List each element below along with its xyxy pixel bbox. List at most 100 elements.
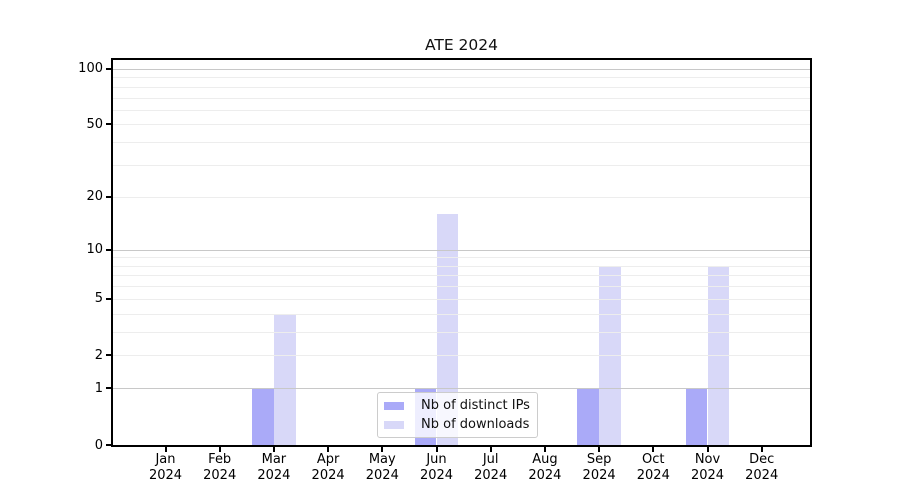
x-tick-mark-mar-2024 [272, 447, 275, 452]
x-tick-label-mar-2024: Mar 2024 [246, 452, 302, 483]
bar-nb-of-downloads-nov-2024 [707, 265, 730, 445]
x-tick-month: Feb [208, 452, 232, 467]
y-tick-label-50: 50 [86, 116, 103, 132]
x-tick-month: Nov [694, 452, 721, 467]
x-tick-year: 2024 [745, 467, 779, 483]
x-tick-year: 2024 [311, 467, 345, 483]
y-tick-mark-100 [106, 67, 111, 70]
x-tick-label-jan-2024: Jan 2024 [138, 452, 194, 483]
y-tick-mark-10 [106, 248, 111, 251]
x-tick-mark-dec-2024 [760, 447, 763, 452]
gridline-minor-50 [113, 124, 810, 126]
y-tick-label-1: 1 [94, 380, 103, 396]
x-tick-label-feb-2024: Feb 2024 [192, 452, 248, 483]
gridline-major-10 [113, 249, 810, 251]
x-tick-year: 2024 [528, 467, 562, 483]
y-tick-mark-20 [106, 195, 111, 198]
gridline-minor-3 [113, 331, 810, 333]
x-tick-label-nov-2024: Nov 2024 [680, 452, 736, 483]
y-tick-mark-5 [106, 297, 111, 300]
bar-nb-of-distinct-ips-sep-2024 [577, 388, 600, 445]
x-tick-mark-nov-2024 [706, 447, 709, 452]
x-tick-year: 2024 [365, 467, 399, 483]
x-tick-month: Jun [426, 452, 447, 467]
x-tick-label-dec-2024: Dec 2024 [734, 452, 790, 483]
gridline-minor-20 [113, 196, 810, 198]
plot-area [111, 57, 812, 447]
y-tick-label-2: 2 [94, 347, 103, 363]
y-tick-mark-2 [106, 354, 111, 357]
gridline-minor-5 [113, 298, 810, 300]
chart-title: ATE 2024 [424, 36, 499, 54]
legend-item-downloads: Nb of downloads [384, 416, 530, 433]
x-tick-mark-may-2024 [381, 447, 384, 452]
legend-label-downloads: Nb of downloads [421, 417, 530, 432]
x-tick-year: 2024 [419, 467, 454, 483]
bar-nb-of-downloads-jun-2024 [436, 214, 459, 445]
gridline-minor-30 [113, 165, 810, 167]
legend-swatch-downloads-icon [384, 420, 404, 429]
x-tick-year: 2024 [582, 467, 616, 483]
x-tick-label-jul-2024: Jul 2024 [463, 452, 519, 483]
gridline-minor-4 [113, 313, 810, 315]
y-tick-mark-50 [106, 123, 111, 126]
gridline-minor-2 [113, 355, 810, 357]
y-tick-label-5: 5 [94, 291, 103, 307]
x-tick-label-apr-2024: Apr 2024 [300, 452, 356, 483]
legend-swatch-distinct-ips-icon [384, 401, 404, 410]
gridline-minor-9 [113, 257, 810, 259]
x-tick-month: May [368, 452, 396, 467]
x-tick-month: Jan [155, 452, 176, 467]
y-tick-label-100: 100 [78, 61, 103, 77]
y-tick-label-20: 20 [86, 189, 103, 205]
gridline-minor-8 [113, 265, 810, 267]
x-tick-mark-jan-2024 [164, 447, 167, 452]
y-tick-mark-1 [106, 387, 111, 390]
gridline-major-1 [113, 388, 810, 390]
x-tick-mark-oct-2024 [652, 447, 655, 452]
x-tick-year: 2024 [257, 467, 291, 483]
gridline-minor-40 [113, 142, 810, 144]
gridline-minor-90 [113, 77, 810, 79]
x-tick-mark-sep-2024 [598, 447, 601, 452]
x-tick-month: Sep [586, 452, 612, 467]
gridline-minor-80 [113, 86, 810, 88]
legend-label-distinct-ips: Nb of distinct IPs [421, 398, 530, 413]
legend-item-distinct-ips: Nb of distinct IPs [384, 397, 530, 414]
x-tick-mark-jul-2024 [489, 447, 492, 452]
x-tick-year: 2024 [148, 467, 183, 483]
x-tick-label-aug-2024: Aug 2024 [517, 452, 573, 483]
bar-nb-of-downloads-mar-2024 [273, 313, 296, 445]
gridline-minor-70 [113, 97, 810, 99]
y-tick-label-10: 10 [86, 242, 103, 258]
x-tick-mark-aug-2024 [543, 447, 546, 452]
x-tick-label-may-2024: May 2024 [354, 452, 410, 483]
x-tick-year: 2024 [690, 467, 725, 483]
gridline-minor-60 [113, 109, 810, 111]
x-tick-year: 2024 [474, 467, 508, 483]
gridline-major-100 [113, 68, 810, 70]
y-tick-label-0: 0 [94, 437, 103, 453]
gridline-minor-7 [113, 275, 810, 277]
bar-nb-of-distinct-ips-mar-2024 [252, 388, 274, 445]
x-tick-year: 2024 [636, 467, 670, 483]
bar-nb-of-distinct-ips-nov-2024 [685, 388, 708, 445]
x-tick-year: 2024 [203, 467, 237, 483]
x-tick-month: Dec [749, 452, 775, 467]
x-tick-label-sep-2024: Sep 2024 [571, 452, 627, 483]
x-tick-month: Aug [532, 452, 558, 467]
x-tick-mark-feb-2024 [218, 447, 221, 452]
gridline-minor-6 [113, 286, 810, 288]
x-tick-month: Mar [261, 452, 287, 467]
x-tick-label-oct-2024: Oct 2024 [625, 452, 681, 483]
x-tick-label-jun-2024: Jun 2024 [409, 452, 465, 483]
y-tick-mark-0 [106, 444, 111, 446]
x-tick-month: Jul [482, 452, 499, 467]
bar-nb-of-downloads-sep-2024 [599, 265, 621, 445]
x-tick-month: Oct [642, 452, 665, 467]
x-tick-mark-jun-2024 [435, 447, 438, 452]
legend: Nb of distinct IPs Nb of downloads [377, 392, 538, 438]
x-tick-month: Apr [316, 452, 340, 467]
x-tick-mark-apr-2024 [327, 447, 330, 452]
